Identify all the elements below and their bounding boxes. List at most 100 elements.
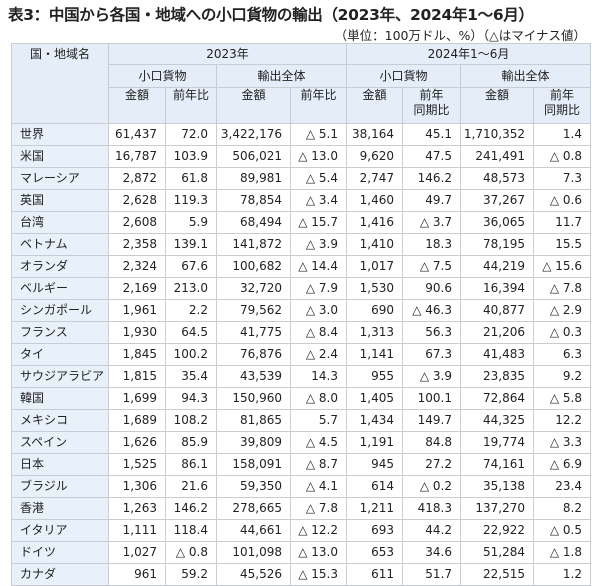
cell-value: 21,206 (460, 321, 534, 344)
cell-value: 94.3 (165, 387, 217, 410)
cell-value: 44.2 (402, 519, 461, 542)
cell-value: 43,539 (216, 365, 291, 388)
cell-value: △ 0.3 (533, 321, 591, 344)
cell-value: 37,267 (460, 189, 534, 212)
cell-value: △ 0.8 (165, 541, 217, 564)
cell-value: 45.1 (402, 123, 461, 146)
country-name: 米国 (11, 145, 109, 168)
cell-value: 137,270 (460, 497, 534, 520)
table-row: ドイツ 1,027 △ 0.8 101,098 △ 13.0 653 34.6 51,284 △… (11, 541, 591, 564)
cell-value: 22,922 (460, 519, 534, 542)
country-name: スペイン (11, 431, 109, 454)
cell-value: 2,169 (108, 277, 166, 300)
header-amount: 金額 (216, 87, 291, 124)
country-name: 英国 (11, 189, 109, 212)
cell-value: 56.3 (402, 321, 461, 344)
cell-value: 12.2 (533, 409, 591, 432)
cell-value: 1,699 (108, 387, 166, 410)
cell-value: 85.9 (165, 431, 217, 454)
cell-value: 1,815 (108, 365, 166, 388)
cell-value: 14.3 (290, 365, 347, 388)
cell-value: △ 3.0 (290, 299, 347, 322)
cell-value: 59.2 (165, 563, 217, 586)
header-2023: 2023年 (108, 43, 347, 65)
table-row: 台湾 2,608 5.9 68,494 △ 15.7 1,416 △ 3.7 36,065 11… (11, 211, 591, 234)
cell-value: 141,872 (216, 233, 291, 256)
header-2023-total-export: 輸出全体 (216, 64, 347, 88)
cell-value: 139.1 (165, 233, 217, 256)
cell-value: 100.2 (165, 343, 217, 366)
cell-value: 21.6 (165, 475, 217, 498)
cell-value: 67.3 (402, 343, 461, 366)
cell-value: 1,460 (346, 189, 403, 212)
country-name: 日本 (11, 453, 109, 476)
cell-value: 1,530 (346, 277, 403, 300)
cell-value: 11.7 (533, 211, 591, 234)
cell-value: △ 2.9 (533, 299, 591, 322)
cell-value: △ 4.5 (290, 431, 347, 454)
table-row: 米国 16,787 103.9 506,021 △ 13.0 9,620 47.5 241,4… (11, 145, 591, 168)
table-row: シンガポール 1,961 2.2 79,562 △ 3.0 690 △ 46.3 40,877… (11, 299, 591, 322)
cell-value: 119.3 (165, 189, 217, 212)
cell-value: 241,491 (460, 145, 534, 168)
cell-value: △ 3.7 (402, 211, 461, 234)
cell-value: 23,835 (460, 365, 534, 388)
cell-value: 690 (346, 299, 403, 322)
cell-value: 64.5 (165, 321, 217, 344)
unit-note: （単位：100万ドル、%）（△はマイナス値） (334, 28, 586, 43)
cell-value: 81,865 (216, 409, 291, 432)
cell-value: 48,573 (460, 167, 534, 190)
cell-value: △ 2.4 (290, 343, 347, 366)
cell-value: 2,324 (108, 255, 166, 278)
header-amount: 金額 (108, 87, 166, 124)
cell-value: 653 (346, 541, 403, 564)
cell-value: 84.8 (402, 431, 461, 454)
cell-value: 614 (346, 475, 403, 498)
cell-value: △ 7.8 (290, 497, 347, 520)
country-name: 韓国 (11, 387, 109, 410)
header-2024: 2024年1～6月 (346, 43, 591, 65)
cell-value: 51,284 (460, 541, 534, 564)
table-row: フランス 1,930 64.5 41,775 △ 8.4 1,313 56.3 21,206 △… (11, 321, 591, 344)
cell-value: 34.6 (402, 541, 461, 564)
cell-value: 51.7 (402, 563, 461, 586)
cell-value: 1,306 (108, 475, 166, 498)
cell-value: 1,141 (346, 343, 403, 366)
cell-value: 22,515 (460, 563, 534, 586)
table-row: ベトナム 2,358 139.1 141,872 △ 3.9 1,410 18.3 78,19… (11, 233, 591, 256)
cell-value: 146.2 (402, 167, 461, 190)
cell-value: 18.3 (402, 233, 461, 256)
cell-value: 101,098 (216, 541, 291, 564)
cell-value: △ 6.9 (533, 453, 591, 476)
country-name: カナダ (11, 563, 109, 586)
country-name: サウジアラビア (11, 365, 109, 388)
cell-value: 6.3 (533, 343, 591, 366)
header-amount: 金額 (346, 87, 403, 124)
cell-value: △ 8.4 (290, 321, 347, 344)
cell-value: 59,350 (216, 475, 291, 498)
table-row: 日本 1,525 86.1 158,091 △ 8.7 945 27.2 74,161 △ 6.… (11, 453, 591, 476)
cell-value: 118.4 (165, 519, 217, 542)
country-name: ドイツ (11, 541, 109, 564)
cell-value: 61,437 (108, 123, 166, 146)
table-row: 韓国 1,699 94.3 150,960 △ 8.0 1,405 100.1 72,864 △… (11, 387, 591, 410)
cell-value: 1,845 (108, 343, 166, 366)
cell-value: △ 8.7 (290, 453, 347, 476)
cell-value: 5.9 (165, 211, 217, 234)
cell-value: 955 (346, 365, 403, 388)
cell-value: 90.6 (402, 277, 461, 300)
cell-value: 35.4 (165, 365, 217, 388)
header-amount: 金額 (460, 87, 534, 124)
cell-value: △ 7.9 (290, 277, 347, 300)
cell-value: 1,930 (108, 321, 166, 344)
header-yoy-same-period: 前年 同期比 (402, 87, 461, 124)
cell-value: 1,710,352 (460, 123, 534, 146)
cell-value: 19,774 (460, 431, 534, 454)
country-name: フランス (11, 321, 109, 344)
cell-value: △ 7.5 (402, 255, 461, 278)
cell-value: 44,661 (216, 519, 291, 542)
cell-value: 74,161 (460, 453, 534, 476)
cell-value: 44,325 (460, 409, 534, 432)
cell-value: △ 0.5 (533, 519, 591, 542)
table-row: 世界 61,437 72.0 3,422,176 △ 5.1 38,164 45.1 1,71… (11, 123, 591, 146)
